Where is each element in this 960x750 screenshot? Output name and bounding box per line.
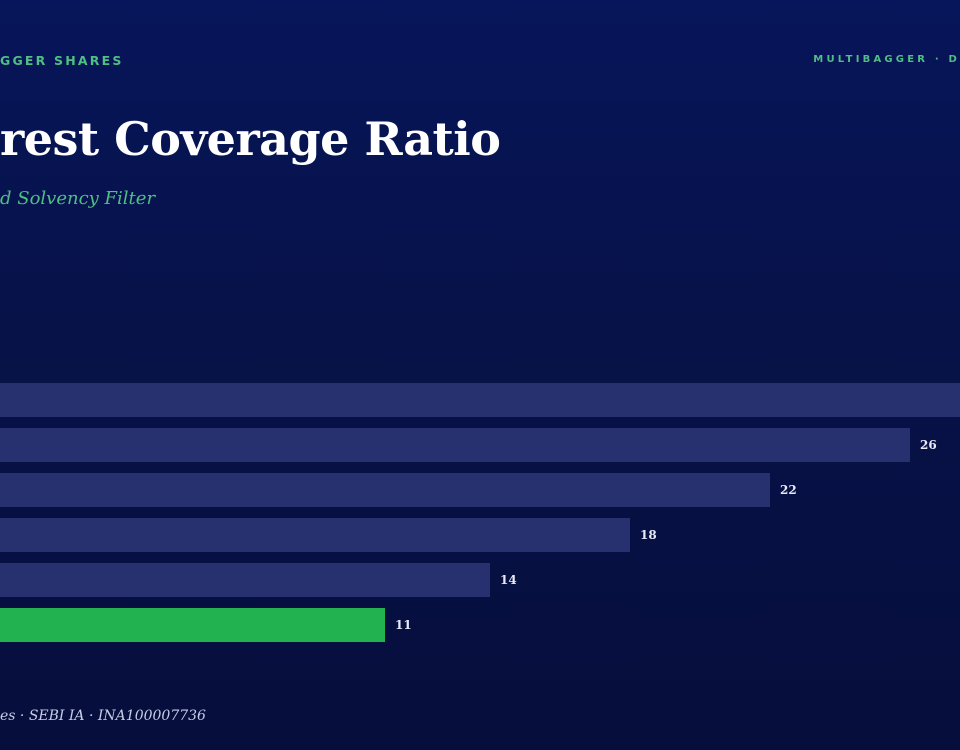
bar-2 — [0, 428, 910, 462]
bar-value-label-2: 26 — [920, 438, 937, 452]
bar-chart: 26 22 18 14 11 — [0, 383, 960, 642]
bar-value-label-6: 11 — [395, 618, 412, 632]
footer-note: es · SEBI IA · INA100007736 — [0, 708, 206, 724]
bar-4 — [0, 518, 630, 552]
brand-left-label: GGER SHARES — [0, 53, 124, 68]
bar-value-label-5: 14 — [500, 573, 517, 587]
bar-1 — [0, 383, 960, 417]
bar-5 — [0, 563, 490, 597]
page-subtitle: d Solvency Filter — [0, 188, 156, 209]
bar-value-label-3: 22 — [780, 483, 797, 497]
bar-value-label-4: 18 — [640, 528, 657, 542]
bar-6 — [0, 608, 385, 642]
bar-3 — [0, 473, 770, 507]
page-title: rest Coverage Ratio — [0, 112, 501, 166]
brand-right-label: MULTIBAGGER · D — [813, 54, 960, 65]
